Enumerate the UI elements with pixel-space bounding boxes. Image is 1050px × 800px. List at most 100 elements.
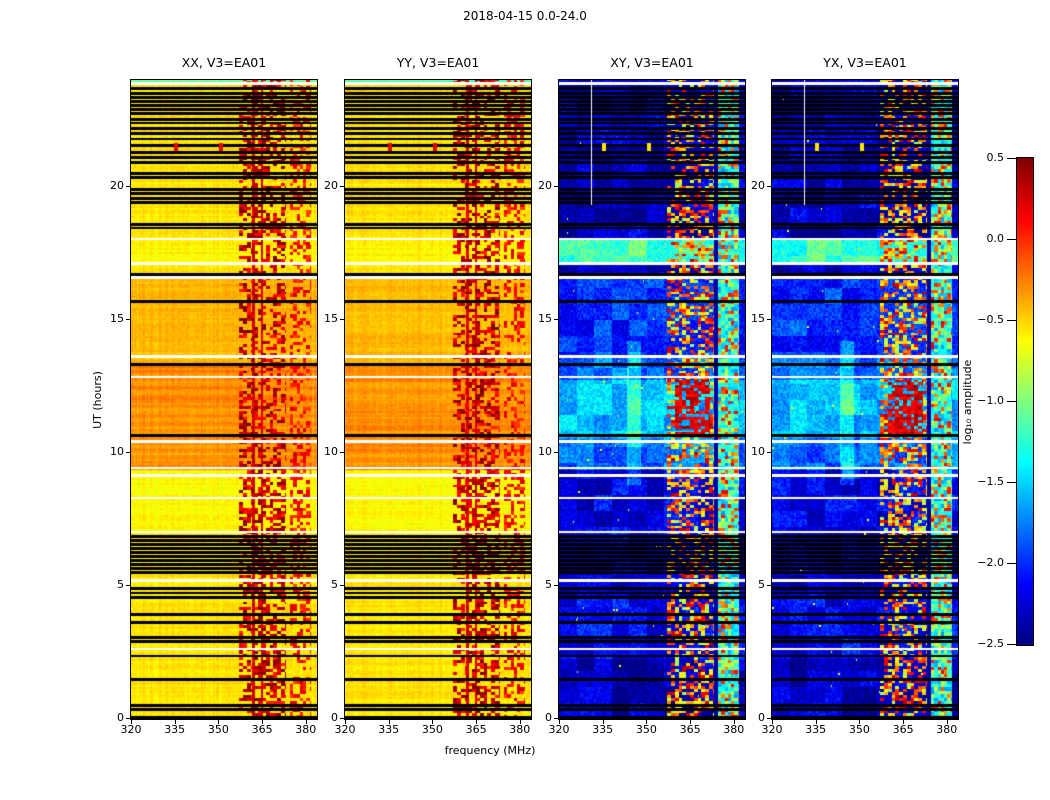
y-tick-label: 0 <box>117 711 124 724</box>
x-tick-label: 380 <box>509 723 531 736</box>
x-tick-mark <box>388 720 390 724</box>
colorbar-tick-mark <box>1007 320 1016 321</box>
y-tick-mark <box>767 319 771 321</box>
x-tick-label: 335 <box>805 723 827 736</box>
y-tick-label: 20 <box>538 179 552 193</box>
x-tick-mark <box>519 720 521 724</box>
x-tick-label: 365 <box>679 723 701 736</box>
y-tick-mark <box>767 718 771 719</box>
colorbar-tick-label: 0.0 <box>986 232 1005 245</box>
x-tick-label: 365 <box>892 723 914 736</box>
x-tick-mark <box>772 720 773 724</box>
x-tick-mark <box>946 720 948 724</box>
y-tick-label: 15 <box>324 312 338 326</box>
x-tick-mark <box>131 720 132 724</box>
y-tick-label: 0 <box>758 711 765 724</box>
y-tick-mark <box>554 718 558 719</box>
heatmap-yx <box>771 79 959 720</box>
colorbar-tick-label: −0.5 <box>977 313 1004 326</box>
colorbar-tick-label: −2.0 <box>977 556 1004 569</box>
x-tick-label: 380 <box>295 723 317 736</box>
x-tick-label: 350 <box>207 723 229 736</box>
colorbar-tick-mark <box>1007 158 1016 159</box>
colorbar-tick-mark <box>1007 401 1016 402</box>
y-tick-label: 0 <box>545 711 552 724</box>
x-tick-mark <box>903 720 905 724</box>
x-tick-label: 320 <box>120 723 142 736</box>
x-tick-label: 350 <box>421 723 443 736</box>
x-tick-label: 350 <box>635 723 657 736</box>
y-tick-mark <box>767 452 771 454</box>
y-tick-label: 5 <box>758 578 765 592</box>
y-tick-mark <box>554 452 558 454</box>
y-tick-mark <box>340 718 344 719</box>
x-tick-label: 335 <box>164 723 186 736</box>
x-tick-mark <box>602 720 604 724</box>
y-tick-label: 20 <box>110 179 124 193</box>
heatmap-yy <box>344 79 532 720</box>
y-tick-mark <box>340 585 344 587</box>
panel-title-xx: XX, V3=EA01 <box>181 55 267 70</box>
heatmap-xy <box>558 79 746 720</box>
x-tick-mark <box>432 720 434 724</box>
x-tick-label: 320 <box>334 723 356 736</box>
y-tick-label: 15 <box>751 312 765 326</box>
colorbar-tick-label: −1.0 <box>977 394 1004 407</box>
x-tick-label: 380 <box>723 723 745 736</box>
colorbar-tick-label: −2.5 <box>977 637 1004 650</box>
y-tick-mark <box>767 186 771 188</box>
panel-title-xy: XY, V3=EA01 <box>610 55 694 70</box>
y-tick-label: 20 <box>324 179 338 193</box>
x-tick-label: 320 <box>761 723 783 736</box>
colorbar-tick-label: −1.5 <box>977 475 1004 488</box>
y-tick-label: 10 <box>538 445 552 459</box>
x-tick-mark <box>646 720 648 724</box>
figure-title: 2018-04-15 0.0-24.0 <box>463 9 587 23</box>
x-tick-mark <box>305 720 307 724</box>
y-tick-mark <box>554 319 558 321</box>
x-axis-label: frequency (MHz) <box>444 744 536 757</box>
x-tick-label: 365 <box>465 723 487 736</box>
y-axis-label: UT (hours) <box>91 371 104 429</box>
y-tick-mark <box>767 585 771 587</box>
colorbar-tick-mark <box>1007 644 1016 645</box>
y-tick-label: 20 <box>751 179 765 193</box>
heatmap-xx <box>130 79 318 720</box>
x-tick-label: 380 <box>936 723 958 736</box>
x-tick-label: 335 <box>592 723 614 736</box>
y-tick-label: 10 <box>751 445 765 459</box>
y-tick-label: 10 <box>324 445 338 459</box>
x-tick-label: 335 <box>378 723 400 736</box>
colorbar-tick-mark <box>1007 563 1016 564</box>
y-tick-mark <box>126 585 130 587</box>
y-tick-mark <box>340 319 344 321</box>
x-tick-mark <box>690 720 692 724</box>
panel-title-yy: YY, V3=EA01 <box>396 55 480 70</box>
colorbar-tick-mark <box>1007 482 1016 483</box>
y-tick-label: 5 <box>117 578 124 592</box>
colorbar <box>1016 157 1034 646</box>
x-tick-mark <box>174 720 176 724</box>
y-tick-label: 0 <box>331 711 338 724</box>
colorbar-tick-mark <box>1007 239 1016 240</box>
x-tick-label: 365 <box>251 723 273 736</box>
x-tick-label: 350 <box>848 723 870 736</box>
y-tick-label: 10 <box>110 445 124 459</box>
x-tick-mark <box>262 720 264 724</box>
colorbar-tick-label: 0.5 <box>986 151 1005 164</box>
y-tick-mark <box>126 452 130 454</box>
x-tick-mark <box>815 720 817 724</box>
y-tick-mark <box>554 585 558 587</box>
x-tick-label: 320 <box>548 723 570 736</box>
y-tick-mark <box>126 186 130 188</box>
y-tick-label: 15 <box>538 312 552 326</box>
y-tick-label: 5 <box>331 578 338 592</box>
x-tick-mark <box>476 720 478 724</box>
y-tick-mark <box>126 718 130 719</box>
y-tick-mark <box>126 319 130 321</box>
x-tick-mark <box>859 720 861 724</box>
y-tick-mark <box>554 186 558 188</box>
x-tick-mark <box>218 720 220 724</box>
y-tick-mark <box>340 452 344 454</box>
